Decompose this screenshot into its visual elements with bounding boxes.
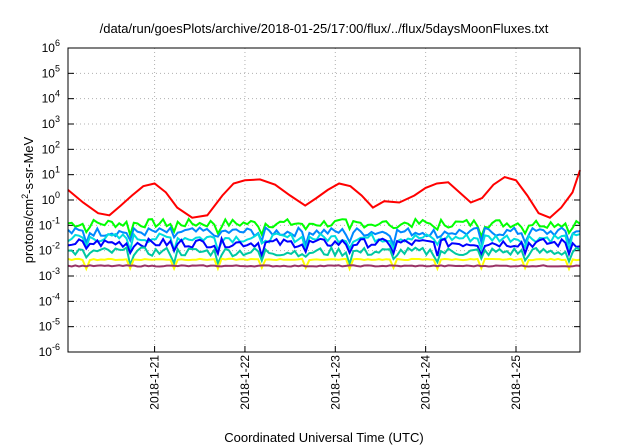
x-tick-label: 2018-1-24 <box>419 355 433 410</box>
series-line <box>67 245 581 269</box>
y-tick-label: 100 <box>42 190 60 207</box>
series-line <box>67 235 581 260</box>
y-tick-label: 10-2 <box>39 241 60 258</box>
y-tick-label: 10-6 <box>39 342 60 359</box>
y-tick-label: 105 <box>42 63 60 80</box>
y-tick-label: 103 <box>42 114 60 131</box>
x-tick-label: 2018-1-21 <box>148 355 162 410</box>
x-tick-label: 2018-1-22 <box>238 355 252 410</box>
series-line <box>67 225 581 249</box>
x-tick-label: 2018-1-23 <box>328 355 342 410</box>
x-tick-labels: 2018-1-21 2018-1-22 2018-1-23 2018-1-24 2018… <box>148 355 523 410</box>
x-tick-label: 2018-1-25 <box>509 355 523 410</box>
y-tick-label: 10-4 <box>39 291 60 308</box>
y-axis-label: protons/cm2-s-sr-MeV <box>20 136 36 263</box>
y-tick-label: 10-1 <box>39 215 60 232</box>
x-axis-label: Coordinated Universal Time (UTC) <box>224 430 423 445</box>
plot-frame <box>67 47 581 353</box>
y-tick-label: 104 <box>42 89 60 106</box>
grid-lines <box>68 47 580 353</box>
y-tick-label: 10-5 <box>39 317 60 334</box>
y-tick-label: 102 <box>42 139 60 156</box>
series-line <box>67 232 581 255</box>
series-line <box>67 169 581 219</box>
series-line <box>67 217 581 240</box>
y-tick-label: 101 <box>42 165 60 182</box>
y-tick-labels: 10-6 10-5 10-4 10-3 10-2 10-1 100 101 102 103 104 1… <box>39 38 60 359</box>
y-tick-label: 106 <box>42 38 60 55</box>
y-tick-label: 10-3 <box>39 266 60 283</box>
chart-title: /data/run/goesPlots/archive/2018-01-25/1… <box>100 21 549 36</box>
series-line <box>67 257 581 272</box>
series-group <box>67 169 581 272</box>
series-line <box>67 264 581 268</box>
